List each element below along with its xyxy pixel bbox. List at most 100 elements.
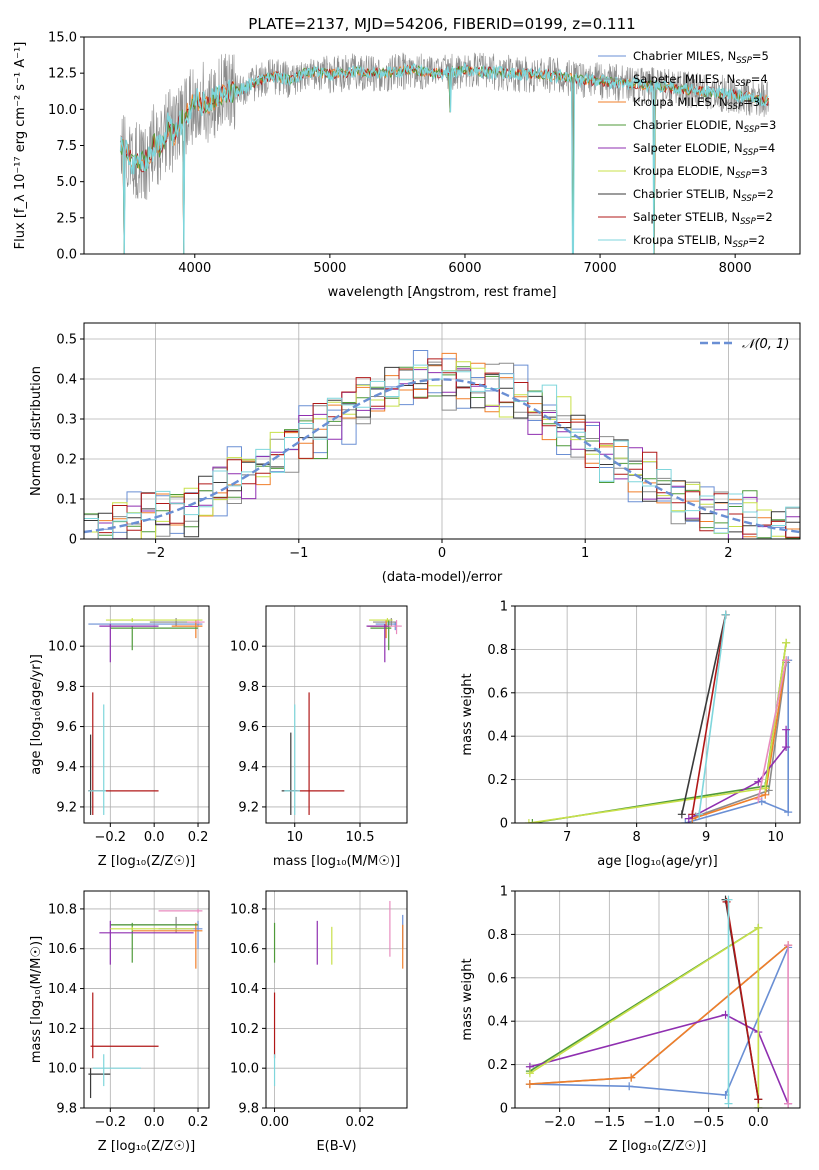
weight-marker bbox=[688, 810, 697, 819]
x-tick-label: 8 bbox=[633, 830, 641, 845]
x-tick-label: 0.2 bbox=[188, 830, 209, 845]
legend-entry-label: Kroupa STELIB, N bbox=[633, 233, 733, 247]
y-tick-label: 9.4 bbox=[238, 760, 259, 775]
weight-marker bbox=[724, 1099, 733, 1108]
model-spectrum-line-salpeter_stelib bbox=[120, 64, 769, 254]
x-tick-label: 5000 bbox=[313, 261, 346, 276]
model-spectrum-line-kroupa-stelib bbox=[119, 62, 769, 254]
y-tick-label: 0.4 bbox=[487, 730, 508, 745]
x-tick-label: 0.2 bbox=[188, 1115, 209, 1130]
y-tick-label: 10.0 bbox=[230, 640, 259, 655]
legend-entry-sub: SSP bbox=[735, 79, 751, 89]
y-tick-label: 9.6 bbox=[56, 720, 77, 735]
y-tick-label: 10.6 bbox=[48, 942, 77, 957]
x-tick-label: −1 bbox=[289, 546, 308, 561]
panel-mass_vs_z: −0.2 0.0 0.2 9.8 10.0 10.2 10.4 10.6 10.8 Z [log₁… bbox=[29, 890, 210, 1154]
legend-entry-label: Kroupa MILES, N bbox=[633, 95, 728, 109]
weight-line-chabrier_stelib bbox=[681, 614, 727, 815]
weight-marker bbox=[754, 795, 763, 804]
y-axis-label: mass weight bbox=[460, 958, 475, 1040]
y-tick-label: 0.0 bbox=[56, 248, 77, 263]
y-tick-label: 10.4 bbox=[230, 982, 259, 997]
x-tick-label: 7000 bbox=[584, 261, 617, 276]
legend-entry-value: =2 bbox=[757, 187, 774, 201]
x-axis-label: Z [log₁₀(Z/Z☉)] bbox=[98, 1139, 195, 1154]
legend-entry-sub: SSP bbox=[733, 240, 749, 250]
legend-entry-label: Kroupa ELODIE, N bbox=[633, 164, 735, 178]
legend-entry-value: =2 bbox=[756, 210, 773, 224]
residual-histogram-salpeter_stelib bbox=[84, 358, 800, 539]
y-tick-label: 9.8 bbox=[56, 1102, 77, 1117]
legend-entry-sub: SSP bbox=[736, 56, 752, 66]
legend-entry-sub: SSP bbox=[728, 102, 744, 112]
weight-marker bbox=[625, 1082, 634, 1091]
x-tick-label: 7 bbox=[563, 830, 571, 845]
x-tick-label: 0.0 bbox=[748, 1115, 769, 1130]
weight-marker bbox=[754, 1095, 763, 1104]
weight-marker bbox=[761, 784, 770, 793]
weight-marker bbox=[782, 743, 791, 752]
axes-frame bbox=[514, 605, 801, 824]
y-tick-label: 0 bbox=[500, 1102, 508, 1117]
legend-entry-label: Chabrier ELODIE, N bbox=[633, 118, 744, 132]
weight-marker bbox=[681, 819, 690, 823]
weight-marker bbox=[677, 810, 686, 819]
y-tick-label: 0.6 bbox=[487, 971, 508, 986]
y-tick-label: 0.2 bbox=[487, 1058, 508, 1073]
weight-marker bbox=[525, 1080, 534, 1089]
weight-marker bbox=[528, 819, 537, 823]
y-tick-label: 10.2 bbox=[230, 1022, 259, 1037]
weight-marker bbox=[684, 814, 693, 823]
legend-entry-value: =4 bbox=[751, 72, 768, 86]
x-tick-label: −2.0 bbox=[544, 1115, 576, 1130]
y-tick-label: 10.8 bbox=[230, 902, 259, 917]
x-axis-label: (data-model)/error bbox=[382, 570, 503, 585]
plot-area-weight_vs_age bbox=[524, 610, 793, 823]
axes-frame bbox=[265, 605, 408, 824]
y-tick-label: 10.0 bbox=[230, 1062, 259, 1077]
legend-entry: Chabrier ELODIE, NSSP=3 bbox=[633, 118, 776, 135]
axes-frame bbox=[83, 890, 210, 1109]
legend-entry-label: Salpeter ELODIE, N bbox=[633, 141, 743, 155]
x-tick-label: −1.5 bbox=[594, 1115, 626, 1130]
y-tick-label: 9.8 bbox=[56, 680, 77, 695]
legend-entry: Salpeter ELODIE, NSSP=4 bbox=[633, 141, 775, 158]
y-tick-label: 1 bbox=[500, 600, 508, 615]
x-axis-label: Z [log₁₀(Z/Z☉)] bbox=[609, 1139, 706, 1154]
y-tick-label: 10.0 bbox=[48, 640, 77, 655]
x-tick-label: 4000 bbox=[178, 261, 211, 276]
y-tick-label: 0.8 bbox=[487, 643, 508, 658]
weight-marker bbox=[724, 895, 733, 904]
weight-marker bbox=[721, 610, 730, 619]
plot-area-age_vs_mass bbox=[281, 618, 402, 815]
x-tick-label: 9 bbox=[702, 830, 710, 845]
legend-entry-sub: SSP bbox=[740, 217, 756, 227]
weight-marker bbox=[754, 923, 763, 932]
y-tick-label: 0.8 bbox=[487, 928, 508, 943]
weight-marker bbox=[627, 1073, 636, 1082]
weight-line-salpeter_stelib bbox=[691, 614, 727, 815]
y-tick-label: 1 bbox=[500, 885, 508, 900]
weight-marker bbox=[782, 656, 791, 665]
weight-marker bbox=[784, 808, 793, 817]
x-tick-label: 10.5 bbox=[346, 830, 375, 845]
x-tick-label: −0.5 bbox=[693, 1115, 725, 1130]
y-tick-label: 0.4 bbox=[56, 373, 77, 388]
axes-frame bbox=[265, 890, 408, 1109]
plot-area-age_vs_z bbox=[88, 618, 205, 815]
x-tick-label: 0.0 bbox=[144, 1115, 165, 1130]
legend-entry-sub: SSP bbox=[735, 171, 751, 181]
x-tick-label: 0.00 bbox=[260, 1115, 289, 1130]
y-tick-label: 0 bbox=[500, 817, 508, 832]
panel-weight_vs_age: 7 8 9 10 0 0.2 0.4 0.6 0.8 1 age [log₁₀(age/yr)] ma… bbox=[460, 600, 801, 869]
y-axis-label: mass weight bbox=[460, 673, 475, 755]
x-axis-label: Z [log₁₀(Z/Z☉)] bbox=[98, 854, 195, 869]
panel-residuals: 𝒩(0, 1) −2 −1 0 1 2 0 0.1 0.2 0.3 0.4 0.5 (data-mode… bbox=[29, 322, 801, 585]
y-tick-label: 10.4 bbox=[48, 982, 77, 997]
x-tick-label: −0.2 bbox=[95, 1115, 127, 1130]
panel-mass_vs_ebv: 0.00 0.02 9.8 10.0 10.2 10.4 10.6 10.8 E(B-V) bbox=[230, 890, 408, 1154]
legend-entry: Kroupa MILES, NSSP=3 bbox=[633, 95, 760, 112]
y-tick-label: 12.5 bbox=[48, 67, 77, 82]
